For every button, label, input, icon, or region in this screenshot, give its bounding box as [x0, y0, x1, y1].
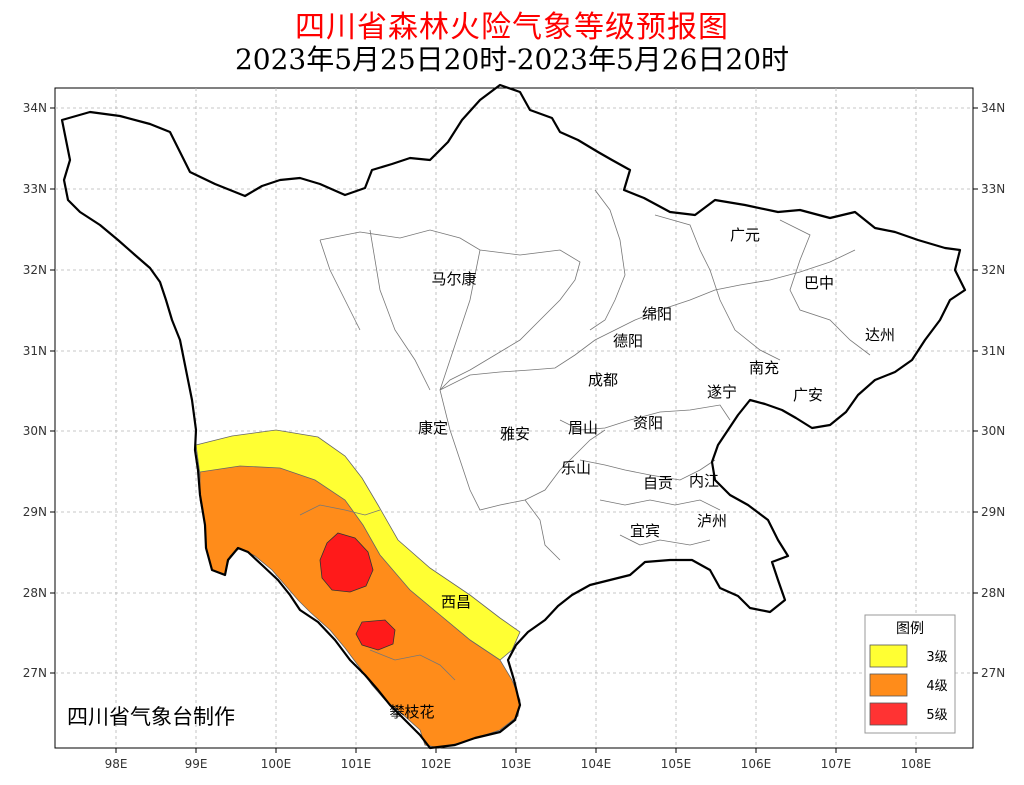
y-tick-label-right: 32N [981, 263, 1005, 277]
y-tick-label-right: 34N [981, 101, 1005, 115]
province-outline [60, 83, 967, 750]
legend-swatch-level-3 [869, 644, 908, 668]
city-label: 绵阳 [642, 305, 672, 323]
tick-marks [50, 107, 978, 753]
x-tick-label: 101E [341, 757, 372, 771]
risk-level-5-area [319, 532, 374, 593]
x-tick-label: 99E [185, 757, 208, 771]
city-label: 广元 [730, 226, 760, 244]
city-label: 内江 [689, 472, 719, 490]
city-label: 西昌 [441, 593, 471, 611]
x-tick-label: 105E [661, 757, 692, 771]
x-tick-label: 107E [821, 757, 852, 771]
map-title: 四川省森林火险气象等级预报图 [295, 10, 729, 45]
legend-swatch-level-5 [869, 702, 908, 726]
city-label: 资阳 [633, 414, 663, 432]
city-label: 乐山 [561, 459, 591, 477]
x-tick-label: 100E [261, 757, 292, 771]
map-subtitle: 2023年5月25日20时-2023年5月26日20时 [234, 43, 790, 76]
city-label: 南充 [749, 359, 779, 377]
city-label: 马尔康 [431, 270, 476, 288]
legend-title: 图例 [896, 621, 924, 637]
city-label: 遂宁 [707, 383, 737, 401]
city-label: 德阳 [613, 332, 643, 350]
city-boundaries [299, 189, 871, 681]
x-tick-label: 106E [741, 757, 772, 771]
city-label: 自贡 [643, 474, 673, 492]
city-label: 成都 [588, 371, 618, 389]
city-label: 泸州 [697, 512, 727, 530]
y-tick-label: 28N [23, 586, 47, 600]
city-label: 康定 [418, 419, 448, 437]
y-tick-label: 27N [23, 666, 47, 680]
legend-label: 5级 [926, 708, 947, 723]
x-tick-label: 102E [421, 757, 452, 771]
city-label: 宜宾 [630, 522, 660, 540]
legend-swatch-level-4 [869, 673, 908, 697]
y-tick-label: 32N [23, 263, 47, 277]
x-tick-label: 108E [901, 757, 932, 771]
city-label: 广安 [793, 386, 823, 404]
city-label: 攀枝花 [389, 703, 434, 721]
x-tick-label: 104E [581, 757, 612, 771]
risk-level-5-area [355, 619, 396, 651]
legend: 图例 3级 4级 5级 [864, 614, 956, 734]
y-tick-label: 30N [23, 424, 47, 438]
city-label: 眉山 [568, 419, 598, 437]
city-label: 达州 [865, 326, 895, 344]
legend-label: 3级 [926, 650, 947, 665]
y-tick-label-right: 33N [981, 182, 1005, 196]
y-tick-label: 34N [23, 101, 47, 115]
city-label: 巴中 [804, 274, 834, 292]
y-tick-label-right: 28N [981, 586, 1005, 600]
y-tick-label-right: 30N [981, 424, 1005, 438]
y-tick-label: 31N [23, 344, 47, 358]
city-label: 雅安 [500, 425, 530, 443]
y-tick-label-right: 27N [981, 666, 1005, 680]
y-tick-label: 29N [23, 505, 47, 519]
y-tick-label-right: 31N [981, 344, 1005, 358]
x-tick-label: 98E [105, 757, 128, 771]
y-tick-label: 33N [23, 182, 47, 196]
maker-credit: 四川省气象台制作 [67, 705, 235, 729]
x-tick-label: 103E [501, 757, 532, 771]
y-tick-label-right: 29N [981, 505, 1005, 519]
legend-label: 4级 [926, 679, 947, 694]
